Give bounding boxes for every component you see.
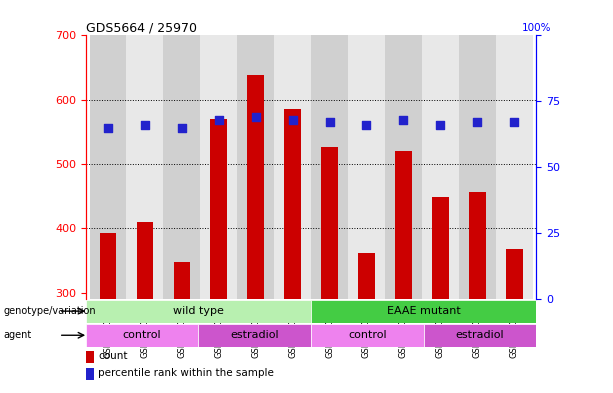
Text: percentile rank within the sample: percentile rank within the sample bbox=[99, 368, 274, 378]
Bar bbox=[200, 35, 237, 299]
Bar bbox=[432, 197, 449, 299]
Bar bbox=[137, 222, 153, 299]
Bar bbox=[284, 109, 301, 299]
Text: agent: agent bbox=[3, 330, 31, 340]
Text: count: count bbox=[99, 351, 128, 362]
Bar bbox=[395, 151, 412, 299]
Point bbox=[287, 117, 297, 123]
Bar bbox=[86, 367, 94, 380]
Bar bbox=[422, 35, 459, 299]
Bar bbox=[100, 233, 116, 299]
Bar bbox=[459, 35, 496, 299]
Bar bbox=[173, 263, 190, 299]
Point bbox=[140, 122, 150, 128]
Point bbox=[325, 119, 335, 125]
Bar bbox=[506, 249, 522, 299]
Text: control: control bbox=[348, 330, 387, 340]
Point bbox=[214, 117, 224, 123]
Bar bbox=[86, 324, 199, 347]
Text: estradiol: estradiol bbox=[230, 330, 279, 340]
Bar bbox=[274, 35, 311, 299]
Text: control: control bbox=[123, 330, 161, 340]
Bar bbox=[385, 35, 422, 299]
Bar bbox=[321, 147, 338, 299]
Bar bbox=[86, 351, 94, 363]
Bar bbox=[469, 192, 485, 299]
Text: wild type: wild type bbox=[173, 306, 224, 316]
Text: 100%: 100% bbox=[522, 23, 551, 33]
Bar bbox=[311, 35, 348, 299]
Bar bbox=[237, 35, 274, 299]
Bar bbox=[89, 35, 126, 299]
Bar bbox=[199, 324, 311, 347]
Bar bbox=[348, 35, 385, 299]
Point bbox=[103, 125, 113, 131]
Bar bbox=[126, 35, 164, 299]
Point bbox=[398, 117, 408, 123]
Bar bbox=[424, 324, 536, 347]
Bar bbox=[210, 119, 227, 299]
Point bbox=[509, 119, 519, 125]
Point bbox=[251, 114, 261, 120]
Bar bbox=[248, 75, 264, 299]
Bar bbox=[496, 35, 533, 299]
Point bbox=[435, 122, 445, 128]
Bar bbox=[311, 324, 424, 347]
Point bbox=[473, 119, 482, 125]
Point bbox=[177, 125, 187, 131]
Text: estradiol: estradiol bbox=[455, 330, 504, 340]
Bar bbox=[164, 35, 200, 299]
Text: EAAE mutant: EAAE mutant bbox=[387, 306, 460, 316]
Text: GDS5664 / 25970: GDS5664 / 25970 bbox=[86, 21, 197, 34]
Bar bbox=[86, 299, 311, 323]
Bar bbox=[358, 253, 375, 299]
Bar bbox=[311, 299, 536, 323]
Point bbox=[362, 122, 371, 128]
Text: genotype/variation: genotype/variation bbox=[3, 306, 96, 316]
